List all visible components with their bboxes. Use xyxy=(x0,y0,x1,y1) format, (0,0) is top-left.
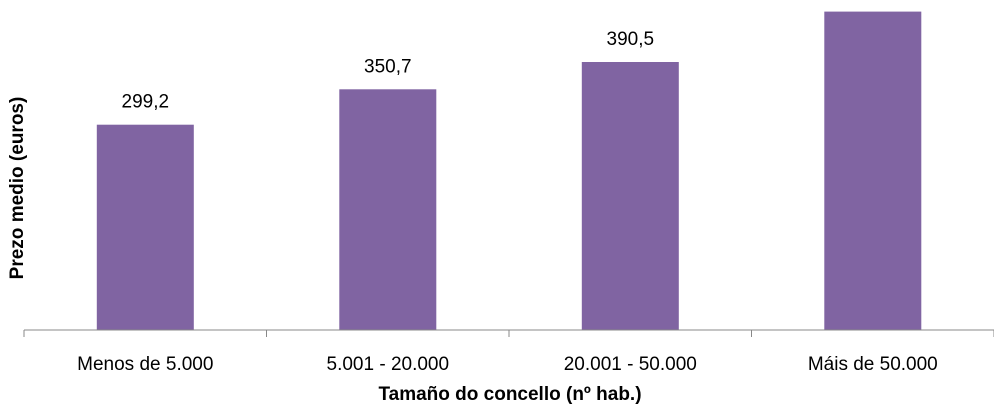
x-tick-labels-group: Menos de 5.000 5.001 - 20.000 20.001 - 50.… xyxy=(77,354,938,375)
data-label: 350,7 xyxy=(364,56,412,77)
bar xyxy=(824,11,922,330)
bar xyxy=(339,89,437,330)
y-axis-title: Prezo medio (euros) xyxy=(7,97,28,280)
x-axis-title: Tamaño do concello (nº hab.) xyxy=(378,384,641,405)
bars-group xyxy=(96,11,922,330)
x-tick-label: Menos de 5.000 xyxy=(77,354,213,375)
x-axis-ticks xyxy=(23,330,994,337)
x-tick-label: Máis de 50.000 xyxy=(808,354,938,375)
data-label: 390,5 xyxy=(607,29,655,50)
bar xyxy=(581,62,679,330)
data-label: 299,2 xyxy=(122,92,170,113)
x-tick-label: 20.001 - 50.000 xyxy=(564,354,697,375)
bar xyxy=(96,124,194,330)
x-tick-label: 5.001 - 20.000 xyxy=(327,354,450,375)
